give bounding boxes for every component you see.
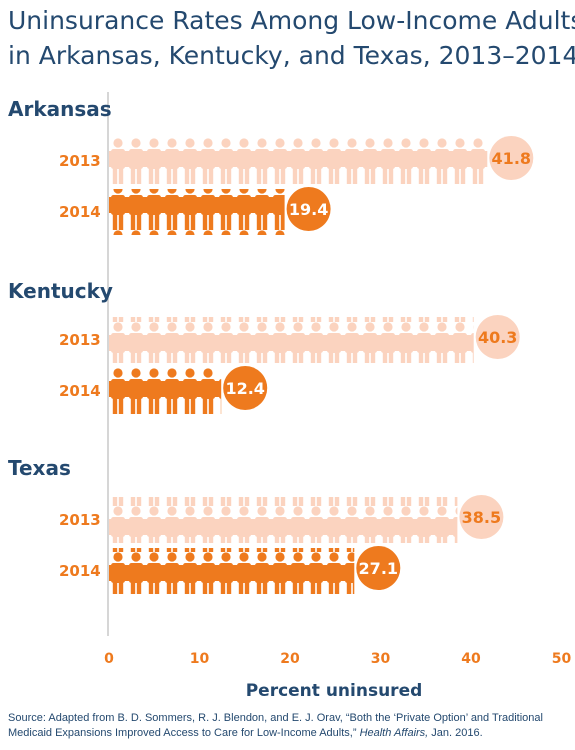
source-text: Source: Adapted from B. D. Sommers, R. J…: [8, 712, 543, 739]
value-bubble: [356, 546, 401, 590]
year-label: 2013: [59, 511, 101, 529]
bar-2013: [109, 497, 458, 543]
year-label: 2013: [59, 331, 101, 349]
x-tick-label: 10: [190, 651, 210, 667]
bar-2013: [109, 138, 488, 184]
value-bubble: [475, 315, 520, 359]
value-bubble: [223, 366, 268, 410]
group-kentucky: Kentucky 2013 40.3 2014 12.4: [8, 279, 520, 414]
value-bubble: [286, 187, 331, 231]
source-date: Jan. 2016.: [428, 727, 483, 739]
group-texas: Texas 2013 38.5 2014 27.1: [8, 456, 504, 594]
x-tick-label: 0: [104, 651, 114, 667]
x-axis-ticks: 0 10 20 30 40 50: [104, 651, 571, 667]
chart-title-line-1: Uninsurance Rates Among Low-Income Adult…: [8, 6, 575, 35]
bar-2013: [109, 317, 474, 363]
value-label: 27.1: [359, 559, 398, 578]
value-label: 12.4: [225, 379, 264, 398]
source-note: Source: Adapted from B. D. Sommers, R. J…: [8, 711, 568, 741]
value-bubble: [489, 136, 534, 180]
source-journal: Health Affairs,: [359, 727, 429, 739]
year-label: 2014: [59, 203, 101, 221]
value-label: 38.5: [462, 508, 501, 527]
x-tick-label: 30: [371, 651, 391, 667]
x-axis-label: Percent uninsured: [246, 681, 423, 701]
x-tick-label: 40: [461, 651, 481, 667]
state-label: Texas: [8, 456, 71, 480]
value-label: 19.4: [289, 200, 328, 219]
value-label: 41.8: [492, 149, 531, 168]
value-bubble: [459, 495, 504, 539]
year-label: 2014: [59, 382, 101, 400]
year-label: 2014: [59, 562, 101, 580]
bar-groups: Arkansas 2013 41.8 2014 19.4 Kentucky 2013 40.3…: [8, 97, 534, 594]
bar-2014: [109, 189, 285, 235]
x-tick-label: 20: [280, 651, 300, 667]
group-arkansas: Arkansas 2013 41.8 2014 19.4: [8, 97, 534, 235]
value-label: 40.3: [478, 328, 517, 347]
bar-2014: [109, 368, 222, 414]
x-tick-label: 50: [552, 651, 572, 667]
state-label: Kentucky: [8, 279, 113, 303]
year-label: 2013: [59, 152, 101, 170]
chart-title-line-2: in Arkansas, Kentucky, and Texas, 2013–2…: [8, 41, 575, 70]
state-label: Arkansas: [8, 97, 112, 121]
bar-2014: [109, 548, 355, 594]
